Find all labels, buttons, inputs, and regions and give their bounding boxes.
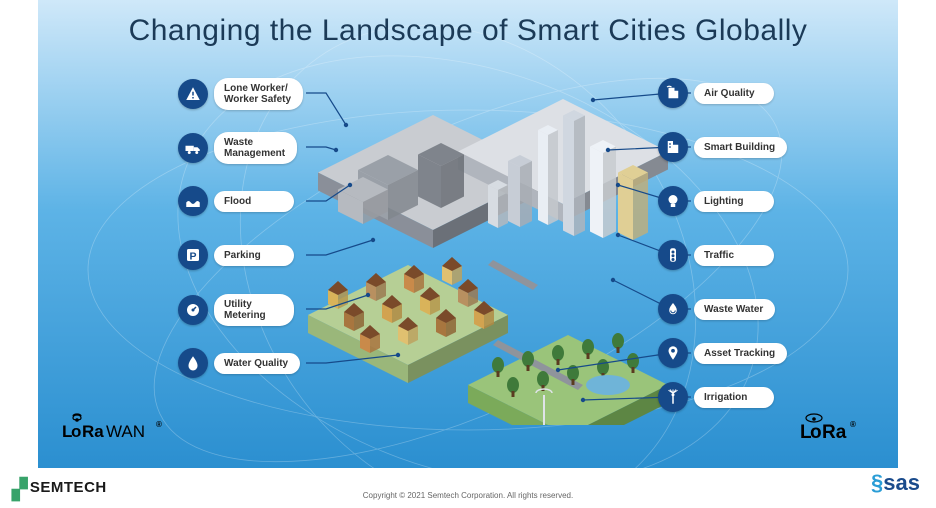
category-label-parking: Parking bbox=[214, 245, 294, 266]
svg-text:WAN: WAN bbox=[106, 422, 145, 441]
category-lighting: Lighting bbox=[658, 186, 774, 216]
lorawan-brand: L o Ra WAN ® bbox=[62, 412, 172, 447]
copyright-text: Copyright © 2021 Semtech Corporation. Al… bbox=[0, 491, 936, 500]
category-waste-water: Waste Water bbox=[658, 294, 775, 324]
category-label-waste-water: Waste Water bbox=[694, 299, 775, 320]
bulb-icon bbox=[658, 186, 688, 216]
category-label-asset-tracking: Asset Tracking bbox=[694, 343, 787, 364]
wave-icon bbox=[178, 186, 208, 216]
svg-text:Ra: Ra bbox=[822, 422, 847, 442]
svg-text:o: o bbox=[71, 422, 81, 441]
truck-icon bbox=[178, 133, 208, 163]
drop-icon bbox=[178, 348, 208, 378]
sas-s-icon: § bbox=[871, 470, 883, 496]
category-utility-metering: Utility Metering bbox=[178, 294, 294, 326]
category-label-water-quality: Water Quality bbox=[214, 353, 300, 374]
category-flood: Flood bbox=[178, 186, 294, 216]
parking-icon: P bbox=[178, 240, 208, 270]
category-parking: P Parking bbox=[178, 240, 294, 270]
category-air-quality: Air Quality bbox=[658, 78, 774, 108]
svg-text:P: P bbox=[189, 251, 196, 263]
svg-text:®: ® bbox=[850, 420, 856, 429]
category-water-quality: Water Quality bbox=[178, 348, 300, 378]
slide-canvas: Changing the Landscape of Smart Cities G… bbox=[38, 0, 898, 468]
building-air-icon bbox=[658, 78, 688, 108]
building-icon bbox=[658, 132, 688, 162]
category-label-utility-metering: Utility Metering bbox=[214, 294, 294, 326]
category-label-irrigation: Irrigation bbox=[694, 387, 774, 408]
category-waste-mgmt: Waste Management bbox=[178, 132, 297, 164]
sas-logo-text: sas bbox=[883, 470, 920, 496]
svg-text:o: o bbox=[810, 422, 822, 442]
category-label-traffic: Traffic bbox=[694, 245, 774, 266]
category-label-flood: Flood bbox=[214, 191, 294, 212]
category-smart-building: Smart Building bbox=[658, 132, 787, 162]
warning-icon bbox=[178, 79, 208, 109]
lora-brand: L o Ra ® bbox=[800, 412, 870, 447]
pin-icon bbox=[658, 338, 688, 368]
category-label-air-quality: Air Quality bbox=[694, 83, 774, 104]
category-label-waste-mgmt: Waste Management bbox=[214, 132, 297, 164]
sprinkler-icon bbox=[658, 382, 688, 412]
category-label-lighting: Lighting bbox=[694, 191, 774, 212]
category-traffic: Traffic bbox=[658, 240, 774, 270]
category-label-smart-building: Smart Building bbox=[694, 137, 787, 158]
category-asset-tracking: Asset Tracking bbox=[658, 338, 787, 368]
drop-cycle-icon bbox=[658, 294, 688, 324]
category-label-worker-safety: Lone Worker/ Worker Safety bbox=[214, 78, 303, 110]
svg-text:Ra: Ra bbox=[82, 422, 104, 441]
sas-logo: § sas bbox=[871, 470, 920, 496]
category-worker-safety: Lone Worker/ Worker Safety bbox=[178, 78, 303, 110]
category-irrigation: Irrigation bbox=[658, 382, 774, 412]
footer-bar: ▞ SEMTECH Copyright © 2021 Semtech Corpo… bbox=[0, 468, 936, 508]
meter-icon bbox=[178, 295, 208, 325]
traffic-light-icon bbox=[658, 240, 688, 270]
svg-text:®: ® bbox=[156, 420, 162, 429]
